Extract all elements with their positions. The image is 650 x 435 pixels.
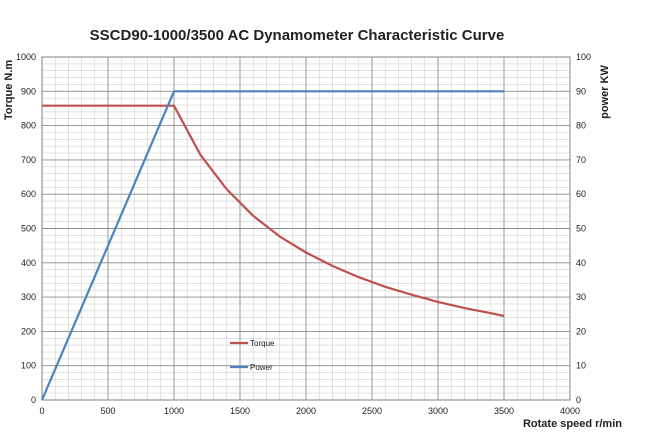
y-right-tick-label: 10 — [576, 361, 586, 371]
legend-power-label: Power — [250, 363, 273, 372]
y-left-tick-label: 900 — [21, 86, 36, 96]
x-tick-label: 500 — [100, 406, 115, 416]
x-tick-label: 4000 — [560, 406, 580, 416]
x-tick-label: 3500 — [494, 406, 514, 416]
y-right-tick-label: 100 — [576, 52, 591, 62]
y-left-tick-label: 1000 — [16, 52, 36, 62]
x-tick-label: 2500 — [362, 406, 382, 416]
x-tick-label: 0 — [39, 406, 44, 416]
y-left-axis-label: Torque N.m — [3, 60, 15, 121]
x-tick-label: 2000 — [296, 406, 316, 416]
y-left-tick-label: 400 — [21, 258, 36, 268]
y-right-tick-label: 20 — [576, 326, 586, 336]
x-tick-label: 1500 — [230, 406, 250, 416]
y-right-tick-label: 90 — [576, 86, 586, 96]
y-right-tick-label: 80 — [576, 121, 586, 131]
y-left-tick-label: 200 — [21, 326, 36, 336]
y-right-axis-ticks: 0 10 20 30 40 50 60 70 80 90 100 — [576, 52, 591, 405]
y-right-tick-label: 0 — [576, 395, 581, 405]
plot-area-border — [41, 56, 571, 401]
y-right-tick-label: 60 — [576, 189, 586, 199]
y-left-tick-label: 800 — [21, 121, 36, 131]
torque-series-line — [42, 104, 505, 318]
legend: Torque Power — [230, 339, 275, 372]
chart-title: SSCD90-1000/3500 AC Dynamometer Characte… — [90, 27, 505, 44]
y-left-tick-label: 500 — [21, 224, 36, 234]
x-tick-label: 3000 — [428, 406, 448, 416]
legend-torque-label: Torque — [250, 339, 275, 348]
y-right-tick-label: 40 — [576, 258, 586, 268]
power-series-line — [40, 90, 504, 401]
y-left-tick-label: 300 — [21, 292, 36, 302]
x-axis-label: Rotate speed r/min — [523, 418, 622, 430]
y-right-axis-label: power KW — [599, 64, 611, 118]
x-axis-ticks: 0 500 1000 1500 2000 2500 3000 3500 4000 — [39, 406, 580, 416]
y-left-tick-label: 600 — [21, 189, 36, 199]
x-tick-label: 1000 — [164, 406, 184, 416]
y-left-axis-ticks: 0 100 200 300 400 500 600 700 800 900 1000 — [16, 52, 36, 405]
y-left-tick-label: 700 — [21, 155, 36, 165]
y-left-tick-label: 0 — [31, 395, 36, 405]
y-right-tick-label: 70 — [576, 155, 586, 165]
y-right-tick-label: 30 — [576, 292, 586, 302]
y-right-tick-label: 50 — [576, 224, 586, 234]
y-left-tick-label: 100 — [21, 361, 36, 371]
